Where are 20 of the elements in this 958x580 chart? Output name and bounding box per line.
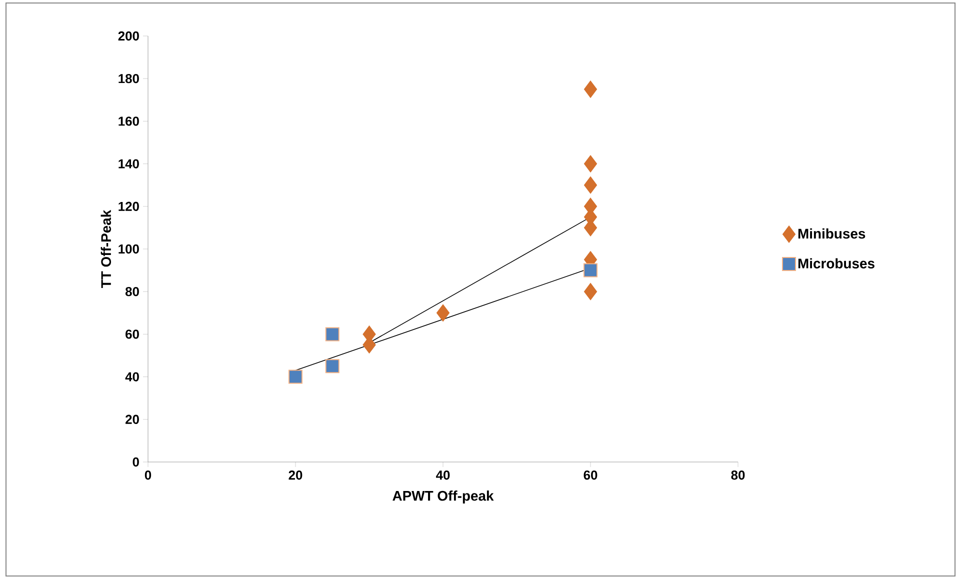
x-axis-title: APWT Off-peak [392, 490, 494, 504]
y-tick-label: 80 [125, 287, 139, 296]
x-tick-label: 60 [584, 470, 598, 480]
y-tick-label: 0 [132, 457, 139, 467]
x-tick-label: 40 [436, 470, 450, 480]
legend-label: Microbuses [798, 258, 874, 268]
y-tick-label: 100 [118, 244, 139, 254]
y-axis-title: TT Off-Peak [100, 210, 112, 288]
y-tick-label: 20 [126, 414, 139, 424]
y-tick-label: 40 [125, 372, 139, 382]
y-tick-label: 60 [126, 330, 139, 339]
y-tick-label: 120 [118, 202, 139, 211]
y-tick-label: 160 [118, 116, 139, 126]
x-tick-label: 20 [288, 470, 302, 480]
x-tick-label: 80 [731, 470, 745, 480]
x-tick-label: 0 [144, 470, 152, 480]
y-tick-label: 180 [118, 74, 139, 84]
legend-label: Minibuses [798, 228, 866, 239]
y-tick-label: 140 [118, 159, 139, 168]
y-tick-label: 200 [118, 31, 139, 41]
